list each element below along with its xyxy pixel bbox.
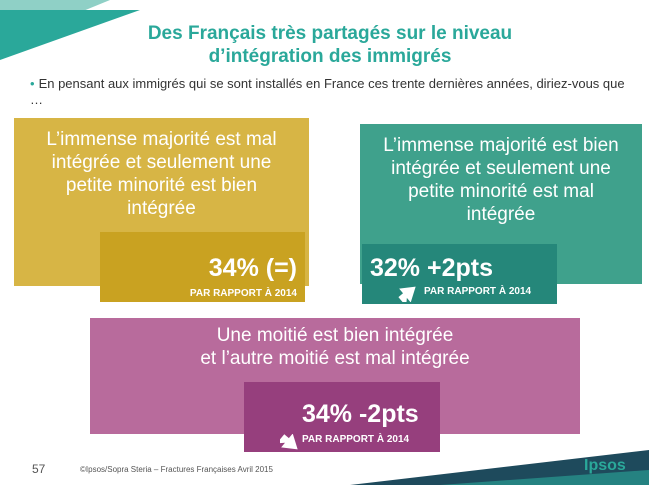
page-title: Des Français très partagés sur le niveau… <box>120 22 540 68</box>
result-note: PAR RAPPORT À 2014 <box>189 288 297 299</box>
answer-line: petite minorité est bien <box>65 175 258 196</box>
title-line-2: d’intégration des immigrés <box>208 46 452 67</box>
answer-panel-mostly-bad: L’immense majorité est mal intégrée et s… <box>14 118 309 286</box>
question-text: En pensant aux immigrés qui se sont inst… <box>30 76 625 107</box>
arrow-up-icon <box>398 286 416 302</box>
answer-panel-text: L’immense majorité est bien intégrée et … <box>360 134 642 226</box>
result-box: 34% (=) PAR RAPPORT À 2014 <box>100 232 305 302</box>
answer-line: et l’autre moitié est mal intégrée <box>200 348 470 369</box>
source-note: ©Ipsos/Sopra Steria – Fractures Français… <box>80 465 273 474</box>
page-number: 57 <box>32 462 46 476</box>
result-note: PAR RAPPORT À 2014 <box>424 286 532 297</box>
answer-line: L’immense majorité est bien <box>383 135 619 156</box>
bullet-icon: • <box>30 76 35 91</box>
result-box: 32% +2pts PAR RAPPORT À 2014 <box>362 244 557 304</box>
result-value: 34% (=) <box>208 254 297 282</box>
arrow-down-icon <box>280 434 298 450</box>
answer-line: intégrée et seulement une <box>391 158 611 179</box>
result-value: 32% +2pts <box>370 254 493 282</box>
result-note: PAR RAPPORT À 2014 <box>302 434 410 445</box>
result-value: 34% -2pts <box>302 400 419 428</box>
result-box: 34% -2pts PAR RAPPORT À 2014 <box>244 382 440 452</box>
answer-line: petite minorité est mal <box>408 181 594 202</box>
survey-question: • En pensant aux immigrés qui se sont ins… <box>30 76 630 108</box>
answer-line: intégrée et seulement une <box>51 152 272 173</box>
title-line-1: Des Français très partagés sur le niveau <box>147 23 513 44</box>
answer-line: intégrée <box>466 204 536 225</box>
answer-line: Une moitié est bien intégrée <box>216 325 454 346</box>
answer-panel-text: L’immense majorité est mal intégrée et s… <box>14 128 309 220</box>
answer-panel-text: Une moitié est bien intégrée et l’autre … <box>90 324 580 370</box>
ipsos-logo: Ipsos <box>584 457 626 474</box>
answer-line: L’immense majorité est mal <box>46 129 277 150</box>
answer-line: intégrée <box>127 198 196 219</box>
